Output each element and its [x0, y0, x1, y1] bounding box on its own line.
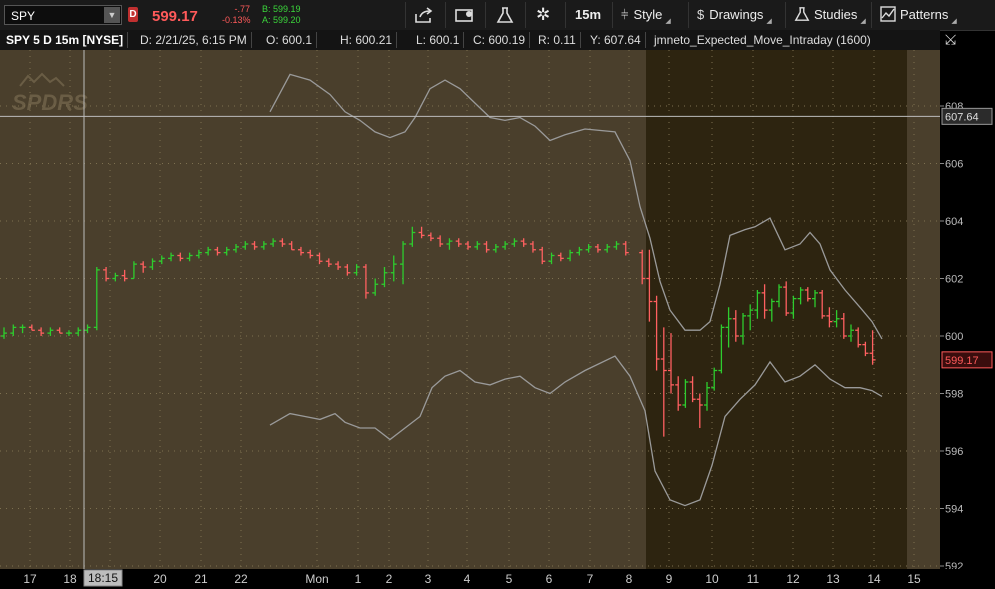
- drawings-menu-button[interactable]: $ Drawings ◢: [688, 2, 784, 28]
- settings-button[interactable]: ✲: [525, 2, 562, 28]
- price-chart[interactable]: SPDRS: [0, 50, 940, 569]
- time-tick-label: 15: [907, 572, 921, 586]
- patterns-icon: [880, 6, 896, 22]
- time-tick-label: 7: [587, 572, 594, 586]
- active-session-shade: [646, 50, 907, 569]
- flask-icon: [794, 7, 810, 21]
- bar-open: O: 600.1: [262, 32, 318, 48]
- collapse-icon[interactable]: ⤩: [945, 31, 957, 47]
- price-tick-label: 596: [945, 446, 963, 458]
- price-tick-label: 594: [945, 504, 963, 516]
- percent-change: -0.13%: [222, 15, 251, 25]
- time-tick-label: 6: [546, 572, 553, 586]
- chevron-down-icon[interactable]: ▼: [104, 7, 120, 23]
- ask-price: A: 599.20: [262, 15, 301, 25]
- time-tick-label: 12: [786, 572, 800, 586]
- expected-move-upper-line: [269, 73, 883, 340]
- time-tick-label: 20: [153, 572, 167, 586]
- save-image-button[interactable]: [445, 2, 484, 28]
- bar-low: L: 600.1: [412, 32, 465, 48]
- time-tick-label: 13: [826, 572, 840, 586]
- watermark: SPDRS: [12, 90, 88, 115]
- style-label: Style: [633, 7, 663, 22]
- menu-caret-icon: ◢: [951, 18, 957, 25]
- price-tick-label: 600: [945, 331, 963, 343]
- timeframe-button[interactable]: 15m: [565, 2, 610, 28]
- time-tick-label: Mon: [305, 572, 328, 586]
- price-change: -.77 -0.13%: [222, 4, 251, 26]
- dollar-icon: $: [697, 7, 705, 22]
- lab-button[interactable]: [485, 2, 524, 28]
- candles-icon: ⫩: [621, 7, 629, 22]
- time-tick-label: 11: [747, 572, 760, 586]
- time-tick-label: 14: [867, 572, 881, 586]
- time-tick-label: 8: [626, 572, 633, 586]
- share-button[interactable]: [405, 2, 442, 28]
- symbol-text: SPY: [11, 9, 36, 23]
- watermark-logo: [19, 72, 65, 87]
- time-tick-label: 2: [386, 572, 393, 586]
- studies-label: Studies: [814, 7, 858, 22]
- crosshair-price-box: [941, 107, 993, 125]
- menu-caret-icon: ◢: [860, 18, 866, 25]
- time-tick-label: 18: [63, 572, 77, 586]
- bid-ask: B: 599.19 A: 599.20: [262, 4, 301, 26]
- time-tick-label: 22: [234, 572, 248, 586]
- time-tick-label: 9: [666, 572, 673, 586]
- price-tick-label: 598: [945, 389, 963, 401]
- last-price: 599.17: [152, 8, 198, 25]
- timeframe-label: 15m: [575, 7, 602, 22]
- last-price-label: 599.17: [945, 355, 979, 367]
- time-tick-label: 4: [464, 572, 471, 586]
- time-tick-label: 17: [23, 572, 37, 586]
- toolbar: SPY ▼ D 599.17 -.77 -0.13% B: 599.19 A: …: [0, 0, 995, 31]
- time-tick-label: 3: [425, 572, 432, 586]
- share-icon: [415, 7, 433, 23]
- chart-title: SPY 5 D 15m [NYSE]: [2, 32, 129, 48]
- crosshair-price-label: 607.64: [945, 111, 979, 123]
- bar-high: H: 600.21: [336, 32, 398, 48]
- patterns-menu-button[interactable]: Patterns ◢: [871, 2, 962, 28]
- bar-date: D: 2/21/25, 6:15 PM: [136, 32, 252, 48]
- camera-icon: [455, 9, 473, 22]
- bar-range: R: 0.11: [534, 32, 581, 48]
- crosshair-time-box: [83, 569, 123, 587]
- gear-icon: ✲: [536, 5, 551, 24]
- bid-price: B: 599.19: [262, 4, 301, 14]
- time-tick-label: 10: [705, 572, 719, 586]
- bar-close: C: 600.19: [469, 32, 531, 48]
- crosshair-y: Y: 607.64: [586, 32, 646, 48]
- menu-caret-icon: ◢: [766, 18, 772, 25]
- time-axis-background: [0, 569, 995, 589]
- studies-menu-button[interactable]: Studies ◢: [785, 2, 870, 28]
- price-tick-label: 604: [945, 216, 963, 228]
- crosshair-time-label: 18:15: [88, 571, 118, 585]
- price-tick-label: 592: [945, 561, 963, 569]
- drawings-label: Drawings: [709, 7, 764, 22]
- study-name[interactable]: jmneto_Expected_Move_Intraday (1600): [654, 33, 871, 47]
- chart-info-bar: SPY 5 D 15m [NYSE] D: 2/21/25, 6:15 PM O…: [0, 30, 940, 51]
- price-axis-background: [940, 50, 995, 569]
- time-tick-label: 1: [355, 572, 362, 586]
- delayed-badge: D: [128, 7, 138, 22]
- time-tick-label: 5: [506, 572, 513, 586]
- symbol-selector[interactable]: SPY ▼: [4, 5, 122, 25]
- menu-caret-icon: ◢: [665, 18, 671, 25]
- style-menu-button[interactable]: ⫩ Style ◢: [612, 2, 685, 28]
- price-tick-label: 606: [945, 159, 963, 171]
- net-change: -.77: [234, 4, 250, 14]
- flask-icon: [496, 7, 514, 23]
- price-tick-label: 602: [945, 274, 963, 286]
- last-price-box: [941, 351, 993, 369]
- patterns-label: Patterns: [900, 7, 949, 22]
- expected-move-lower-line: [269, 355, 883, 507]
- time-tick-label: 21: [194, 572, 208, 586]
